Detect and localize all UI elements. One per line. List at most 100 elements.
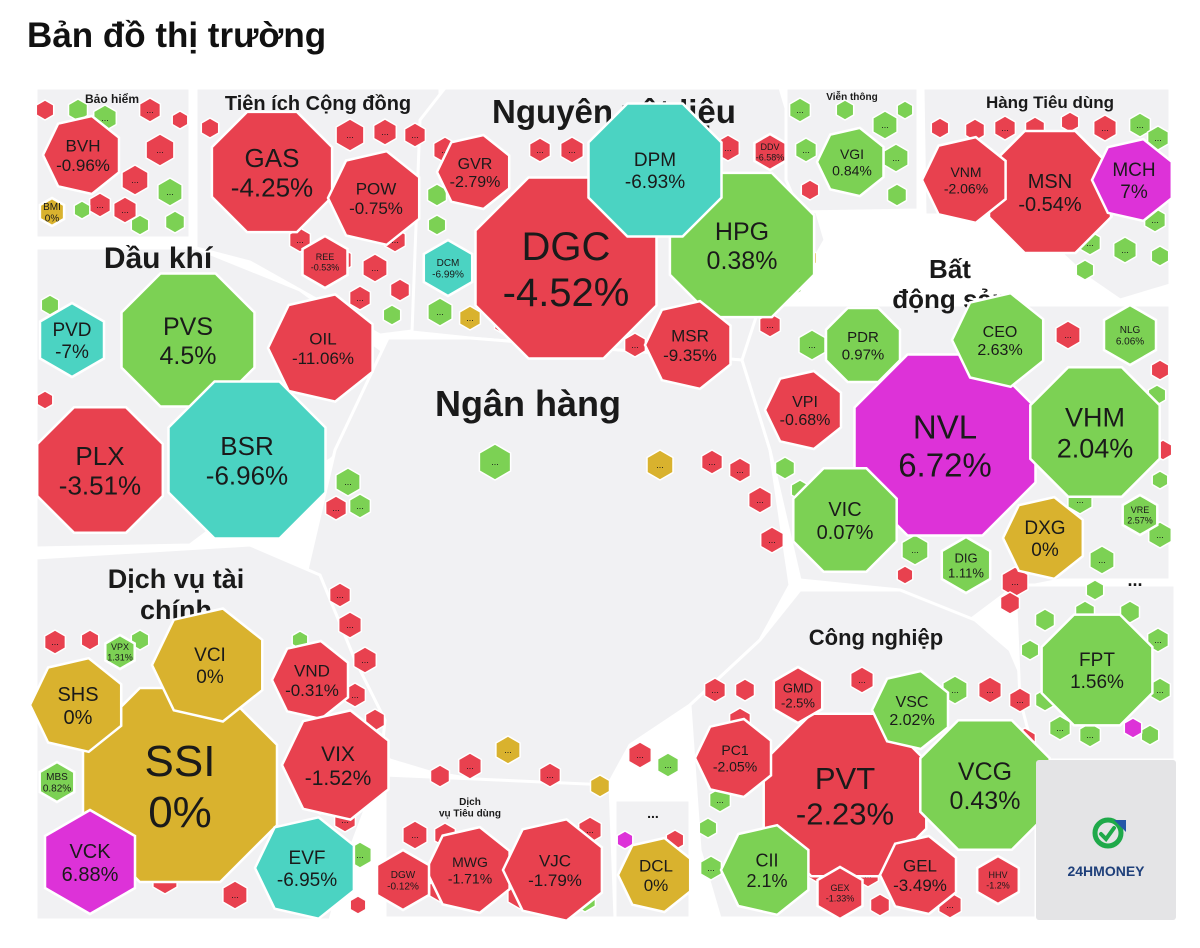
more-tile[interactable] <box>1008 687 1032 713</box>
more-tile[interactable] <box>35 99 55 121</box>
more-tile[interactable] <box>348 285 372 311</box>
more-tile[interactable] <box>80 629 100 651</box>
more-tile[interactable] <box>328 582 352 608</box>
stock-tile[interactable] <box>878 834 958 916</box>
more-tile[interactable] <box>703 677 727 703</box>
stock-tile[interactable] <box>435 133 511 211</box>
more-tile[interactable] <box>872 110 898 140</box>
more-tile[interactable] <box>759 526 785 554</box>
more-tile[interactable] <box>478 443 512 481</box>
more-tile[interactable] <box>43 629 67 655</box>
more-tile[interactable] <box>429 764 451 788</box>
more-tile[interactable] <box>538 762 562 788</box>
more-tile[interactable] <box>73 200 91 220</box>
more-tile[interactable] <box>171 110 189 130</box>
more-tile[interactable] <box>495 735 521 765</box>
stock-tile[interactable] <box>210 110 334 234</box>
more-tile[interactable] <box>1055 320 1081 350</box>
more-tile[interactable] <box>337 611 363 639</box>
more-tile[interactable] <box>157 177 183 207</box>
stock-tile[interactable] <box>643 299 732 391</box>
more-tile[interactable] <box>1075 259 1095 281</box>
stock-tile[interactable] <box>1090 137 1174 223</box>
stock-tile[interactable] <box>104 633 136 671</box>
stock-tile[interactable] <box>772 665 824 725</box>
stock-tile[interactable] <box>326 149 421 247</box>
more-tile[interactable] <box>977 676 1003 704</box>
stock-tile[interactable] <box>824 306 902 384</box>
more-tile[interactable] <box>362 253 388 283</box>
more-tile[interactable] <box>699 855 723 881</box>
stock-tile[interactable] <box>28 656 123 754</box>
more-tile[interactable] <box>427 214 447 236</box>
stock-tile[interactable] <box>950 291 1045 389</box>
stock-tile[interactable] <box>920 135 1007 225</box>
stock-tile[interactable] <box>792 467 898 573</box>
stock-tile[interactable] <box>616 836 692 914</box>
more-tile[interactable] <box>1034 608 1056 632</box>
stock-tile[interactable] <box>167 380 327 540</box>
stock-tile[interactable] <box>763 369 843 451</box>
stock-tile[interactable] <box>1040 613 1154 727</box>
more-tile[interactable] <box>627 741 653 769</box>
stock-tile[interactable] <box>1001 495 1085 581</box>
stock-tile[interactable] <box>280 709 390 821</box>
stock-tile[interactable] <box>253 815 356 921</box>
more-tile[interactable] <box>324 495 348 521</box>
more-tile[interactable] <box>1060 111 1080 133</box>
stock-tile[interactable] <box>375 848 431 912</box>
more-tile[interactable] <box>382 304 402 326</box>
stock-tile[interactable] <box>1121 493 1159 537</box>
stock-tile[interactable] <box>940 535 992 595</box>
more-tile[interactable] <box>1128 112 1152 138</box>
stock-tile[interactable] <box>501 817 604 923</box>
more-tile[interactable] <box>335 467 361 497</box>
stock-tile[interactable] <box>815 126 885 198</box>
more-tile[interactable] <box>403 122 427 148</box>
more-tile[interactable] <box>222 880 248 910</box>
more-tile[interactable] <box>88 192 112 218</box>
more-tile[interactable] <box>1089 545 1115 575</box>
more-tile[interactable] <box>121 164 149 196</box>
more-tile[interactable] <box>335 118 365 152</box>
stock-tile[interactable] <box>41 114 121 196</box>
more-tile[interactable] <box>372 118 398 146</box>
more-tile[interactable] <box>427 297 453 327</box>
more-tile[interactable] <box>999 591 1021 615</box>
more-tile[interactable] <box>559 136 585 164</box>
more-tile[interactable] <box>1123 717 1143 739</box>
more-tile[interactable] <box>656 752 680 778</box>
stock-tile[interactable] <box>1029 366 1161 498</box>
stock-tile[interactable] <box>719 823 810 917</box>
stock-tile[interactable] <box>150 607 264 723</box>
stock-tile[interactable] <box>753 132 787 172</box>
more-tile[interactable] <box>528 137 552 163</box>
more-tile[interactable] <box>1112 236 1138 264</box>
more-tile[interactable] <box>800 179 820 201</box>
more-tile[interactable] <box>747 486 773 514</box>
more-tile[interactable] <box>646 449 674 481</box>
stock-tile[interactable] <box>587 102 723 238</box>
stock-tile[interactable] <box>38 301 106 379</box>
more-tile[interactable] <box>348 493 372 519</box>
more-tile[interactable] <box>896 565 914 585</box>
more-tile[interactable] <box>1092 114 1118 142</box>
stock-tile[interactable] <box>975 854 1021 906</box>
more-tile[interactable] <box>835 99 855 121</box>
more-tile[interactable] <box>145 133 175 167</box>
more-tile[interactable] <box>896 100 914 120</box>
more-tile[interactable] <box>1020 639 1040 661</box>
more-tile[interactable] <box>352 646 378 674</box>
stock-tile[interactable] <box>424 825 511 915</box>
stock-tile[interactable] <box>43 808 137 916</box>
more-tile[interactable] <box>1085 579 1105 601</box>
more-tile[interactable] <box>774 456 796 480</box>
more-tile[interactable] <box>112 196 138 224</box>
stock-tile[interactable] <box>693 717 773 799</box>
more-tile[interactable] <box>734 678 756 702</box>
stock-tile[interactable] <box>1102 303 1158 367</box>
more-tile[interactable] <box>130 214 150 236</box>
more-tile[interactable] <box>1150 359 1170 381</box>
stock-tile[interactable] <box>870 669 950 751</box>
stock-tile[interactable] <box>266 293 374 403</box>
